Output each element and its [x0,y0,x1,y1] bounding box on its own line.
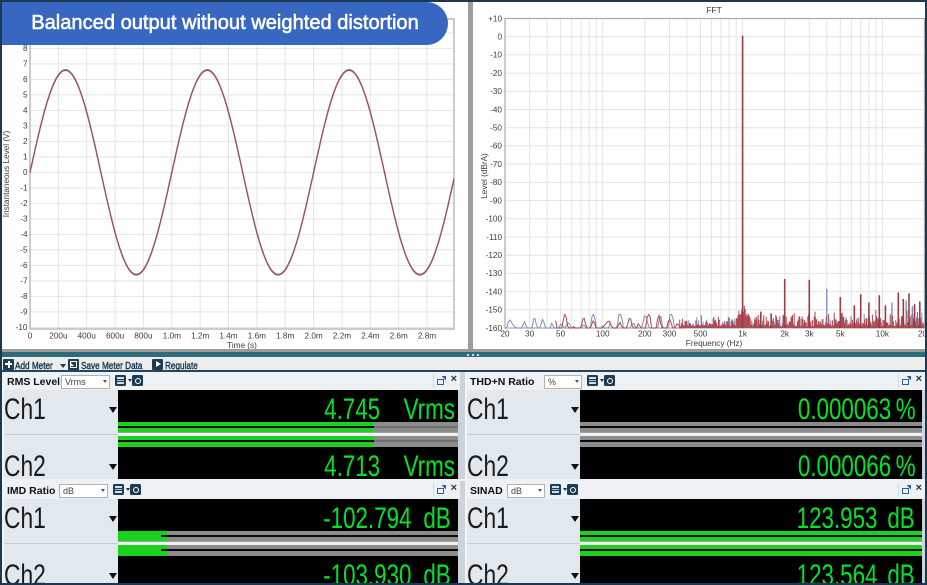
svg-text:-120: -120 [486,251,503,260]
svg-text:5k: 5k [836,330,846,339]
svg-text:800u: 800u [134,332,153,341]
svg-text:0: 0 [28,332,33,341]
svg-text:50: 50 [556,330,566,339]
svg-text:-6: -6 [20,261,28,270]
svg-text:5: 5 [23,91,28,100]
svg-text:6: 6 [23,75,28,84]
svg-text:1k: 1k [738,330,748,339]
svg-text:-130: -130 [486,269,503,278]
svg-text:-50: -50 [490,124,502,133]
svg-text:-140: -140 [486,287,503,296]
svg-text:-90: -90 [490,196,502,205]
svg-text:-9: -9 [20,308,28,317]
svg-text:-40: -40 [490,105,502,114]
svg-text:-1: -1 [20,184,28,193]
svg-text:1.6m: 1.6m [248,332,266,341]
svg-text:-2: -2 [20,199,28,208]
svg-text:-100: -100 [486,215,503,224]
svg-text:2.8m: 2.8m [418,332,436,341]
svg-text:3k: 3k [805,330,815,339]
svg-text:8: 8 [23,44,28,53]
svg-text:2.0m: 2.0m [304,332,322,341]
svg-text:1.8m: 1.8m [276,332,294,341]
svg-text:-160: -160 [486,324,503,333]
svg-text:200: 200 [638,330,652,339]
svg-text:1.4m: 1.4m [219,332,237,341]
svg-text:2.2m: 2.2m [333,332,351,341]
svg-text:Level (dBrA): Level (dBrA) [480,153,489,199]
svg-text:1: 1 [23,153,28,162]
svg-text:20k: 20k [918,330,925,339]
svg-text:20: 20 [500,330,510,339]
svg-text:-30: -30 [490,87,502,96]
svg-text:100: 100 [596,330,610,339]
svg-text:500: 500 [694,330,708,339]
svg-text:300: 300 [663,330,677,339]
svg-text:400u: 400u [78,332,97,341]
svg-text:-8: -8 [20,292,28,301]
svg-text:600u: 600u [106,332,125,341]
svg-text:2.6m: 2.6m [390,332,408,341]
svg-text:-3: -3 [20,215,28,224]
svg-text:-80: -80 [490,178,502,187]
svg-text:2.4m: 2.4m [361,332,379,341]
svg-text:Time (s): Time (s) [227,341,257,350]
svg-text:-150: -150 [486,306,503,315]
svg-text:4: 4 [23,106,28,115]
svg-text:-4: -4 [20,230,28,239]
svg-text:2k: 2k [780,330,790,339]
svg-text:7: 7 [23,60,28,69]
svg-text:-10: -10 [16,323,28,332]
svg-text:-5: -5 [20,246,28,255]
svg-text:-20: -20 [490,69,502,78]
svg-text:2: 2 [23,137,28,146]
svg-text:-110: -110 [486,233,502,242]
svg-text:+10: +10 [488,14,502,23]
svg-text:0: 0 [23,168,28,177]
svg-text:30: 30 [525,330,535,339]
svg-text:10k: 10k [876,330,890,339]
svg-text:FFT: FFT [706,5,722,15]
svg-text:Instantaneous Level (V): Instantaneous Level (V) [2,130,11,217]
svg-text:3: 3 [23,122,28,131]
svg-text:-70: -70 [490,160,502,169]
svg-text:0: 0 [497,33,502,42]
svg-text:1.2m: 1.2m [191,332,209,341]
svg-text:200u: 200u [49,332,68,341]
svg-text:Frequency (Hz): Frequency (Hz) [686,339,743,348]
svg-text:1.0m: 1.0m [163,332,181,341]
svg-text:-60: -60 [490,142,502,151]
svg-text:-10: -10 [490,51,502,60]
svg-text:-7: -7 [20,277,28,286]
